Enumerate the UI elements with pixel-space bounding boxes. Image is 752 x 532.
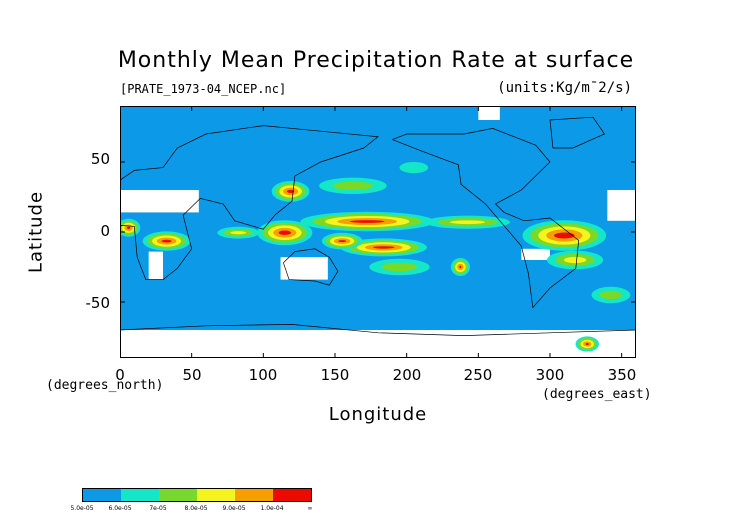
precip-contour [286, 189, 295, 193]
x-axis-label: Longitude [328, 404, 428, 425]
x-tick-label: 150 [320, 366, 350, 384]
x-axis-unit: (degrees_east) [542, 387, 652, 402]
colorbar-label: 8.0e-05 [184, 505, 208, 512]
colorbar-swatch [159, 489, 197, 501]
precip-contour [381, 262, 418, 272]
x-tick-label: 200 [392, 366, 422, 384]
coastline [283, 248, 339, 286]
y-tick-label: -50 [85, 294, 111, 312]
precip-contour [278, 230, 291, 235]
x-tick-label: 0 [115, 366, 125, 384]
colorbar-swatch [197, 489, 235, 501]
missing-data-region [280, 257, 328, 280]
precip-contour [373, 246, 395, 249]
precip-contour [126, 226, 131, 229]
x-tick-label: 50 [182, 366, 202, 384]
y-tick-label: 0 [100, 222, 110, 240]
precip-contour [338, 240, 347, 243]
colorbar-label: 5.0e-05 [70, 505, 94, 512]
colorbar-label: 9.0e-05 [222, 505, 246, 512]
colorbar-swatch [121, 489, 159, 501]
map-title: Monthly Mean Precipitation Rate at surfa… [117, 48, 635, 73]
y-axis-unit: (degrees_north) [46, 378, 164, 393]
colorbar-swatch [235, 489, 273, 501]
coastline [120, 324, 636, 336]
missing-data-region [478, 106, 500, 120]
precip-contour [554, 232, 575, 239]
precip-contour [450, 220, 486, 225]
precip-contour [349, 220, 385, 223]
precip-contour [585, 343, 589, 345]
colorbar-swatch [273, 489, 311, 501]
file-label: [PRATE_1973-04_NCEP.nc] [120, 82, 287, 96]
units-label: (units:Kg/m¯2/s) [497, 80, 632, 96]
colorbar [82, 488, 312, 502]
coastline [392, 128, 580, 309]
colorbar-label: 7e-05 [149, 505, 167, 512]
precipitation-map [120, 106, 636, 358]
colorbar-label: 1.0e-04 [260, 505, 284, 512]
missing-data-region [521, 248, 550, 260]
y-tick-label: 50 [90, 150, 110, 168]
x-tick-label: 350 [607, 366, 637, 384]
x-tick-label: 100 [248, 366, 278, 384]
missing-data-region [120, 190, 199, 213]
colorbar-label: ∞ [307, 505, 313, 512]
y-axis-label: Latitude [25, 190, 47, 274]
precip-contour [161, 239, 172, 243]
precip-contour [459, 265, 462, 269]
coastline [549, 116, 606, 149]
colorbar-frame [82, 488, 312, 502]
x-tick-label: 250 [463, 366, 493, 384]
missing-data-region [120, 330, 636, 358]
x-tick-label: 300 [535, 366, 565, 384]
missing-data-region [148, 251, 163, 280]
coastline [120, 125, 379, 280]
precip-contour [230, 231, 247, 235]
precip-contour [599, 290, 622, 300]
precip-contour [399, 162, 429, 174]
precip-contour [333, 181, 373, 191]
missing-data-region [607, 190, 636, 221]
precip-contour [563, 256, 587, 264]
colorbar-label: 6.0e-05 [108, 505, 132, 512]
colorbar-swatch [83, 489, 121, 501]
